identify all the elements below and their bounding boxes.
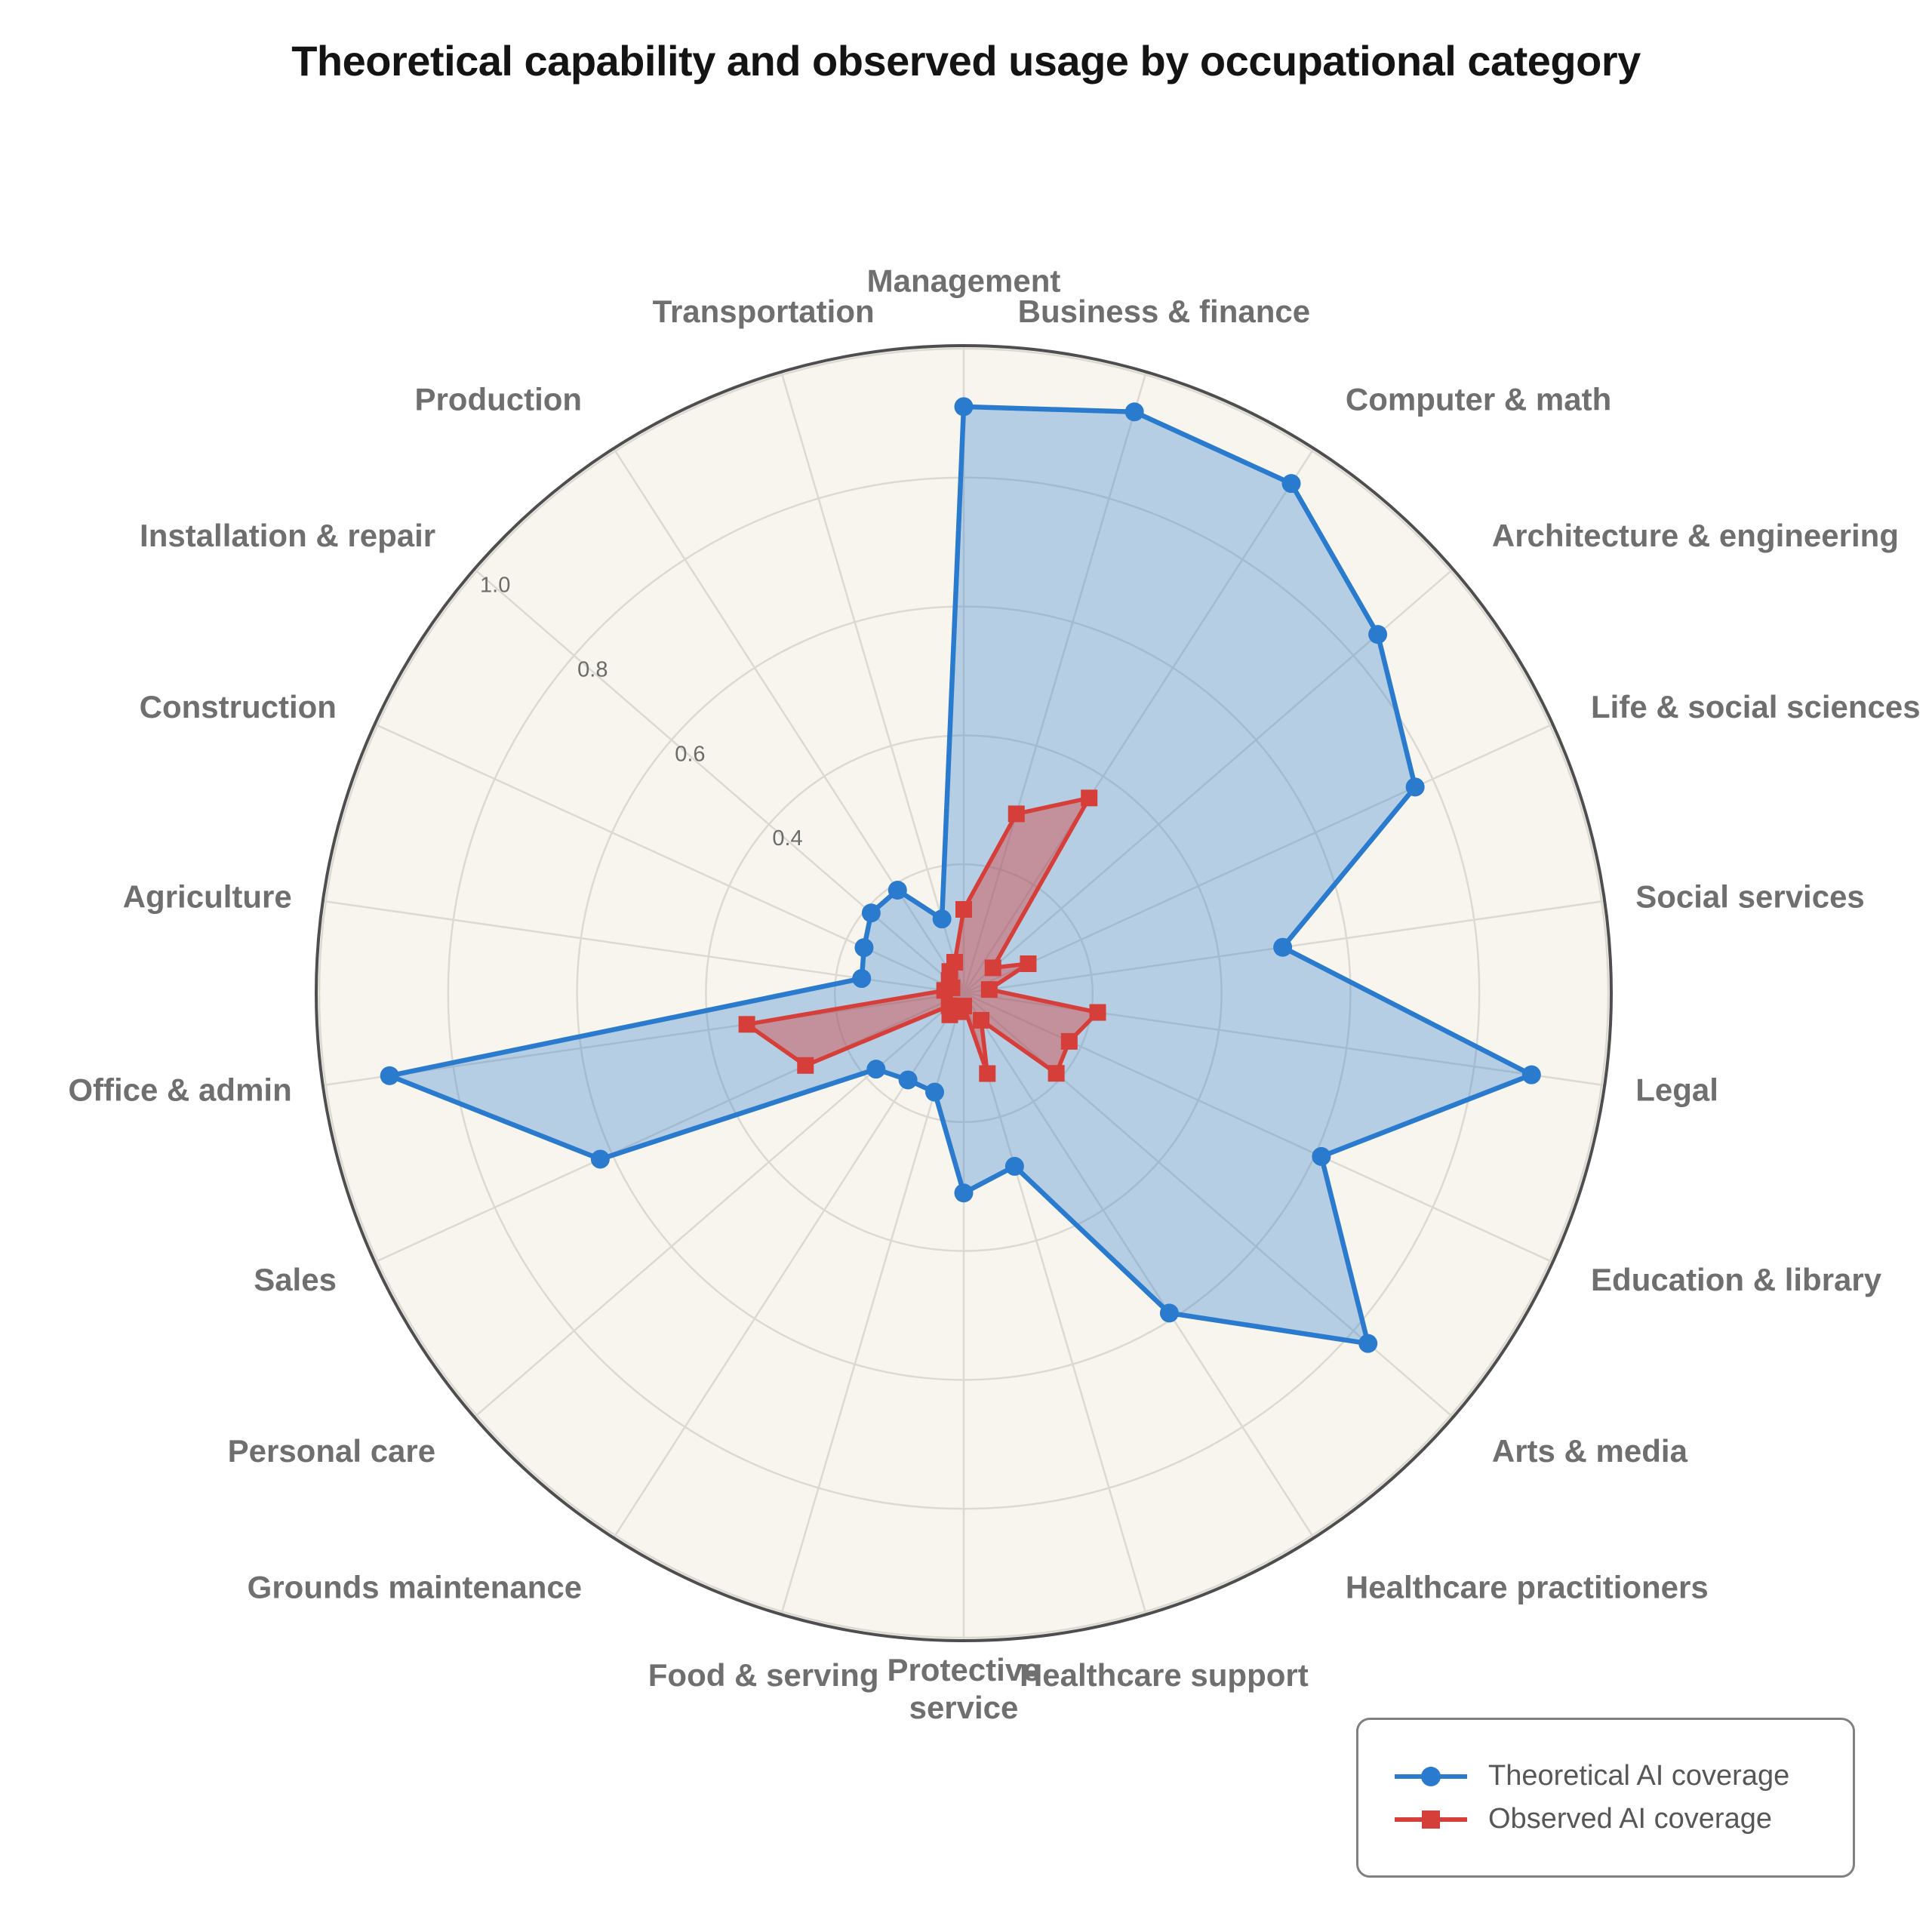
legend-item-observed: Observed AI coverage	[1393, 1803, 1853, 1835]
category-label-sales: Sales	[254, 1262, 337, 1297]
category-label-management: Management	[867, 263, 1061, 299]
grid-spoke	[962, 992, 1315, 1539]
legend-label-observed: Observed AI coverage	[1488, 1803, 1772, 1835]
data-point-theoretical	[1358, 1334, 1378, 1353]
r-tick-label: 0.8	[577, 658, 608, 682]
category-label-healthcare-practitioners: Healthcare practitioners	[1346, 1570, 1709, 1605]
data-point-observed	[1008, 805, 1025, 823]
grid-spoke	[780, 371, 965, 994]
category-label-agriculture: Agriculture	[123, 879, 292, 915]
category-label-architecture-engineering: Architecture & engineering	[1492, 518, 1899, 553]
legend-item-theoretical: Theoretical AI coverage	[1393, 1760, 1853, 1792]
r-tick-label: 0.6	[675, 742, 705, 766]
category-label-protective-service: Protective service	[887, 1652, 1040, 1725]
data-point-theoretical	[925, 1082, 945, 1102]
data-point-theoretical	[1312, 1146, 1331, 1166]
data-point-theoretical	[866, 1060, 886, 1079]
grid-spoke	[613, 448, 965, 994]
category-label-food-serving: Food & serving	[648, 1657, 879, 1693]
category-label-business-finance: Business & finance	[1018, 294, 1310, 329]
grid-spoke	[473, 568, 964, 994]
grid-spoke	[374, 992, 964, 1263]
category-label-grounds-maintenance: Grounds maintenance	[248, 1570, 582, 1605]
data-point-observed	[973, 1011, 990, 1029]
data-point-theoretical	[1405, 777, 1425, 797]
grid-spoke	[962, 448, 1315, 994]
category-label-life-social-sciences: Life & social sciences	[1591, 689, 1921, 724]
category-label-legal: Legal	[1635, 1072, 1718, 1107]
data-point-theoretical	[954, 397, 974, 417]
data-point-observed	[1081, 789, 1098, 807]
data-point-theoretical	[380, 1066, 399, 1085]
data-point-observed	[1020, 955, 1037, 972]
data-point-theoretical	[590, 1149, 610, 1169]
data-point-observed	[1060, 1032, 1078, 1050]
category-label-installation-repair: Installation & repair	[140, 518, 435, 553]
category-label-social-services: Social services	[1635, 879, 1865, 915]
data-point-observed	[940, 997, 958, 1014]
category-label-transportation: Transportation	[653, 294, 875, 329]
data-point-theoretical	[1281, 474, 1301, 494]
data-point-theoretical	[854, 938, 874, 958]
category-label-computer-math: Computer & math	[1346, 381, 1611, 417]
data-point-theoretical	[861, 903, 881, 923]
outer-ring	[315, 344, 1613, 1642]
r-tick-label: 0.4	[772, 826, 802, 851]
legend-label-theoretical: Theoretical AI coverage	[1488, 1760, 1790, 1792]
category-label-production: Production	[414, 381, 582, 417]
r-tick-label: 1.0	[480, 574, 510, 598]
data-point-observed	[984, 959, 1001, 977]
data-point-theoretical	[1004, 1156, 1024, 1176]
data-point-theoretical	[898, 1070, 918, 1090]
grid-spoke	[962, 992, 1147, 1615]
category-label-office-admin: Office & admin	[68, 1072, 291, 1107]
data-point-theoretical	[888, 880, 907, 900]
theoretical-line-circle-marker-icon	[1395, 1766, 1467, 1786]
series-fill-observed	[746, 798, 1098, 1074]
data-point-observed	[738, 1016, 755, 1033]
grid-spoke	[963, 723, 1553, 995]
category-label-healthcare-support: Healthcare support	[1020, 1657, 1309, 1693]
data-point-theoretical	[1124, 402, 1144, 422]
data-point-theoretical	[1521, 1065, 1541, 1084]
observed-line-square-marker-icon	[1395, 1810, 1467, 1829]
data-point-theoretical	[1273, 937, 1293, 957]
data-point-theoretical	[954, 1183, 974, 1203]
data-point-observed	[980, 981, 998, 998]
data-point-observed	[797, 1057, 814, 1074]
data-point-theoretical	[932, 909, 952, 929]
category-label-construction: Construction	[140, 689, 337, 724]
data-point-observed	[946, 954, 963, 971]
data-point-observed	[1089, 1004, 1106, 1021]
data-point-theoretical	[1368, 625, 1388, 645]
category-label-personal-care: Personal care	[228, 1433, 436, 1469]
data-point-theoretical	[1159, 1303, 1179, 1323]
chart-title: Theoretical capability and observed usag…	[291, 37, 1641, 85]
category-label-arts-media: Arts & media	[1492, 1433, 1688, 1469]
legend: Theoretical AI coverage Observed AI cove…	[1356, 1718, 1855, 1878]
data-point-observed	[979, 1065, 996, 1082]
data-point-theoretical	[852, 969, 872, 989]
grid-spoke	[962, 371, 1147, 994]
series-fill-theoretical	[389, 406, 1532, 1344]
category-label-education-library: Education & library	[1591, 1262, 1882, 1297]
data-point-observed	[955, 900, 972, 918]
data-point-observed	[1048, 1065, 1065, 1082]
